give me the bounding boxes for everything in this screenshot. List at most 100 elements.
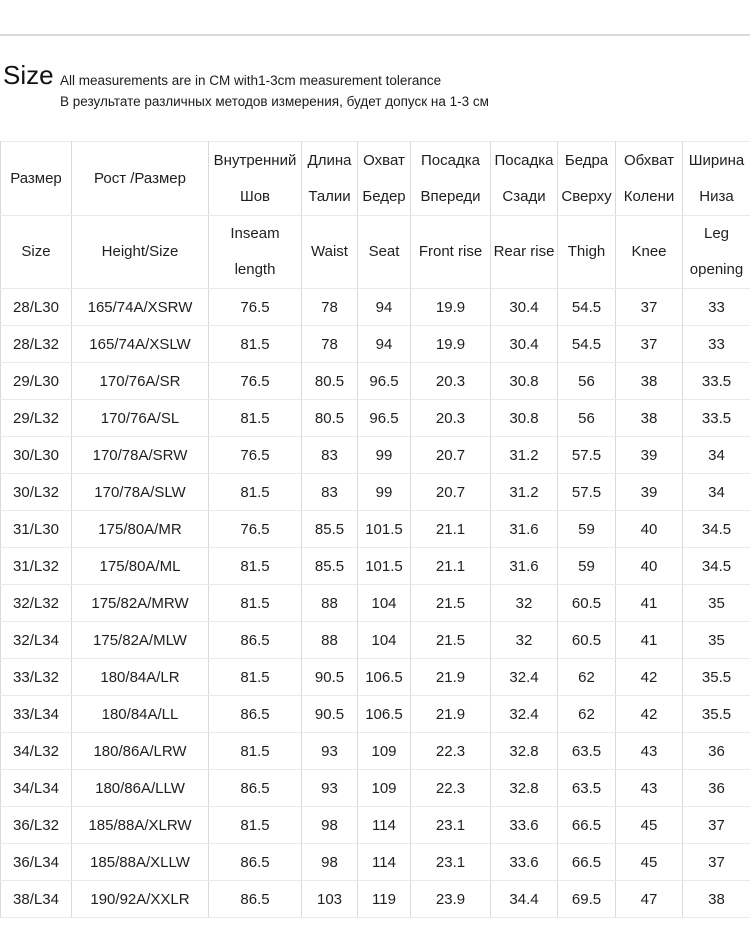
table-cell: 81.5 xyxy=(208,399,302,437)
table-cell: 175/82A/MRW xyxy=(71,584,209,622)
column-header-en: Waist xyxy=(301,215,358,289)
table-cell: 31/L32 xyxy=(0,547,72,585)
table-cell: 81.5 xyxy=(208,584,302,622)
table-row: 31/L30 175/80A/MR 76.5 85.5 101.5 21.1 31.6 59 4… xyxy=(0,510,750,548)
table-cell: 23.1 xyxy=(410,843,491,881)
table-cell: 66.5 xyxy=(557,843,616,881)
table-cell: 41 xyxy=(615,621,683,659)
table-cell: 80.5 xyxy=(301,362,358,400)
table-cell: 32 xyxy=(490,584,558,622)
table-row: 33/L34 180/84A/LL 86.5 90.5 106.5 21.9 32.4 62 4… xyxy=(0,695,750,733)
column-header-en: Height/Size xyxy=(71,215,209,289)
table-cell: 76.5 xyxy=(208,362,302,400)
column-header-ru-line: Ширина xyxy=(688,151,745,169)
table-cell: 99 xyxy=(357,436,411,474)
column-header-en-line: Seat xyxy=(368,243,400,260)
column-header-ru-line: Длина xyxy=(307,151,352,169)
table-cell: 56 xyxy=(557,362,616,400)
table-cell: 32.4 xyxy=(490,695,558,733)
column-header-en: Knee xyxy=(615,215,683,289)
table-cell: 31/L30 xyxy=(0,510,72,548)
table-cell: 119 xyxy=(357,880,411,918)
table-cell: 93 xyxy=(301,732,358,770)
table-cell: 33.6 xyxy=(490,806,558,844)
table-cell: 104 xyxy=(357,621,411,659)
column-header-ru: Размер xyxy=(0,141,72,216)
table-cell: 62 xyxy=(557,658,616,696)
table-cell: 81.5 xyxy=(208,325,302,363)
column-header-ru: Посадка Впереди xyxy=(410,141,491,216)
table-cell: 34.5 xyxy=(682,510,750,548)
table-cell: 165/74A/XSLW xyxy=(71,325,209,363)
table-cell: 57.5 xyxy=(557,436,616,474)
table-cell: 20.3 xyxy=(410,362,491,400)
table-cell: 31.2 xyxy=(490,436,558,474)
table-cell: 106.5 xyxy=(357,658,411,696)
table-row: 38/L34 190/92A/XXLR 86.5 103 119 23.9 34.4 69.5… xyxy=(0,880,750,918)
table-cell: 43 xyxy=(615,769,683,807)
table-cell: 180/86A/LLW xyxy=(71,769,209,807)
table-cell: 86.5 xyxy=(208,843,302,881)
table-cell: 36/L34 xyxy=(0,843,72,881)
column-header-ru: Ширина Низа xyxy=(682,141,750,216)
table-cell: 59 xyxy=(557,547,616,585)
table-cell: 81.5 xyxy=(208,806,302,844)
table-cell: 20.3 xyxy=(410,399,491,437)
column-header-en: Inseam length xyxy=(208,215,302,289)
table-row: 32/L34 175/82A/MLW 86.5 88 104 21.5 32 60.5 41 35 xyxy=(0,621,750,659)
size-chart-body: 28/L30 165/74A/XSRW 76.5 78 94 19.9 30.4 54.5 37… xyxy=(0,288,750,918)
table-cell: 34/L32 xyxy=(0,732,72,770)
table-cell: 22.3 xyxy=(410,732,491,770)
header-row-russian: Размер Рост /Размер Внутренний Шов Длина Тали… xyxy=(0,141,750,216)
table-cell: 114 xyxy=(357,843,411,881)
table-cell: 45 xyxy=(615,843,683,881)
table-cell: 86.5 xyxy=(208,621,302,659)
column-header-en-line: Rear rise xyxy=(493,243,555,260)
table-cell: 40 xyxy=(615,547,683,585)
table-cell: 175/80A/ML xyxy=(71,547,209,585)
table-cell: 93 xyxy=(301,769,358,807)
column-header-ru-line: Колени xyxy=(623,187,675,205)
table-row: 36/L34 185/88A/XLLW 86.5 98 114 23.1 33.6 66.5 4… xyxy=(0,843,750,881)
table-cell: 80.5 xyxy=(301,399,358,437)
table-cell: 35 xyxy=(682,584,750,622)
table-cell: 32 xyxy=(490,621,558,659)
table-cell: 81.5 xyxy=(208,658,302,696)
table-cell: 37 xyxy=(682,806,750,844)
page-title: Size xyxy=(3,60,54,90)
table-cell: 170/76A/SR xyxy=(71,362,209,400)
column-header-en-line: Height/Size xyxy=(101,243,179,260)
table-cell: 175/80A/MR xyxy=(71,510,209,548)
column-header-ru-line: Сзади xyxy=(502,187,546,205)
table-cell: 88 xyxy=(301,621,358,659)
table-cell: 28/L30 xyxy=(0,288,72,326)
table-cell: 30.8 xyxy=(490,362,558,400)
column-header-ru-line: Посадка xyxy=(421,151,480,169)
table-cell: 28/L32 xyxy=(0,325,72,363)
table-cell: 170/78A/SLW xyxy=(71,473,209,511)
table-cell: 76.5 xyxy=(208,288,302,326)
table-cell: 109 xyxy=(357,769,411,807)
table-cell: 78 xyxy=(301,288,358,326)
table-cell: 83 xyxy=(301,473,358,511)
column-header-en-line: Inseam xyxy=(230,225,280,242)
column-header-ru: Обхват Колени xyxy=(615,141,683,216)
table-cell: 38 xyxy=(615,399,683,437)
table-cell: 36 xyxy=(682,732,750,770)
table-cell: 185/88A/XLLW xyxy=(71,843,209,881)
table-cell: 81.5 xyxy=(208,547,302,585)
table-cell: 41 xyxy=(615,584,683,622)
table-cell: 19.9 xyxy=(410,288,491,326)
table-row: 30/L32 170/78A/SLW 81.5 83 99 20.7 31.2 57.5 39 3… xyxy=(0,473,750,511)
table-cell: 39 xyxy=(615,473,683,511)
table-cell: 90.5 xyxy=(301,695,358,733)
table-cell: 86.5 xyxy=(208,769,302,807)
table-cell: 23.1 xyxy=(410,806,491,844)
table-cell: 96.5 xyxy=(357,362,411,400)
table-cell: 180/84A/LL xyxy=(71,695,209,733)
table-cell: 99 xyxy=(357,473,411,511)
column-header-ru-line: Сверху xyxy=(561,187,612,205)
table-cell: 43 xyxy=(615,732,683,770)
table-cell: 31.6 xyxy=(490,510,558,548)
column-header-en-line: Thigh xyxy=(567,243,606,260)
